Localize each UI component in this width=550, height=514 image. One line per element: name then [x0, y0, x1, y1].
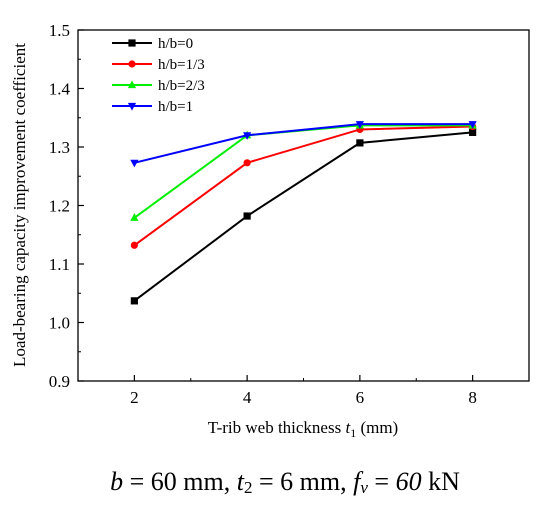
legend-swatch-marker: [128, 60, 136, 68]
legend-item: h/b=0: [112, 36, 193, 52]
x-tick-label: 2: [130, 388, 139, 407]
legend: h/b=0 h/b=1/3 h/b=2/3 h/b=1: [112, 36, 205, 115]
legend-swatch-marker: [127, 102, 137, 111]
data-point: [243, 132, 252, 140]
series-3: [130, 120, 477, 221]
legend-label: h/b=1/3: [158, 57, 205, 73]
data-point: [243, 212, 251, 220]
data-point: [130, 297, 138, 305]
data-point: [355, 121, 364, 129]
data-point: [469, 128, 477, 136]
legend-label: h/b=1: [158, 99, 193, 115]
legend-item: h/b=1: [112, 99, 193, 115]
y-tick-label: 0.9: [49, 372, 70, 391]
x-tick-label: 4: [243, 388, 252, 407]
x-tick-label: 6: [356, 388, 365, 407]
data-point: [130, 159, 139, 168]
y-axis-ticks: 0.9 1.0 1.1 1.2 1.3 1.4 1.5: [49, 21, 84, 391]
legend-item: h/b=2/3: [112, 78, 205, 94]
series-line: [133, 124, 473, 219]
data-point: [468, 121, 477, 129]
y-tick-label: 1.1: [49, 255, 70, 274]
legend-label: h/b=2/3: [158, 78, 205, 94]
y-tick-label: 1.5: [49, 21, 70, 40]
y-tick-label: 1.2: [49, 197, 70, 216]
series-line: [133, 131, 473, 302]
series-4: [130, 121, 477, 168]
y-tick-label: 1.3: [49, 138, 70, 157]
y-axis-title: Load-bearing capacity improvement coeffi…: [10, 43, 29, 367]
series-1: [130, 128, 477, 305]
legend-swatch-marker: [127, 80, 137, 89]
y-tick-label: 1.0: [49, 314, 70, 333]
series-layer: [130, 120, 477, 305]
legend-item: h/b=1/3: [112, 57, 205, 73]
plot-frame: [77, 29, 530, 382]
legend-label: h/b=0: [158, 36, 193, 52]
series-line: [133, 125, 473, 247]
x-tick-label: 8: [468, 388, 477, 407]
x-axis-ticks: 2 4 6 8: [77, 375, 530, 407]
data-point: [356, 139, 364, 147]
data-point: [130, 213, 139, 221]
data-point: [130, 241, 138, 249]
series-line: [134, 123, 473, 164]
y-tick-label: 1.4: [49, 80, 71, 99]
legend-swatch-marker: [128, 39, 136, 47]
data-point: [243, 159, 251, 167]
caption: b = 60 mm, t2 = 6 mm, fv = 60 kN: [110, 467, 460, 497]
series-2: [130, 122, 477, 249]
x-axis-title: T-rib web thickness t1 (mm): [208, 418, 398, 440]
